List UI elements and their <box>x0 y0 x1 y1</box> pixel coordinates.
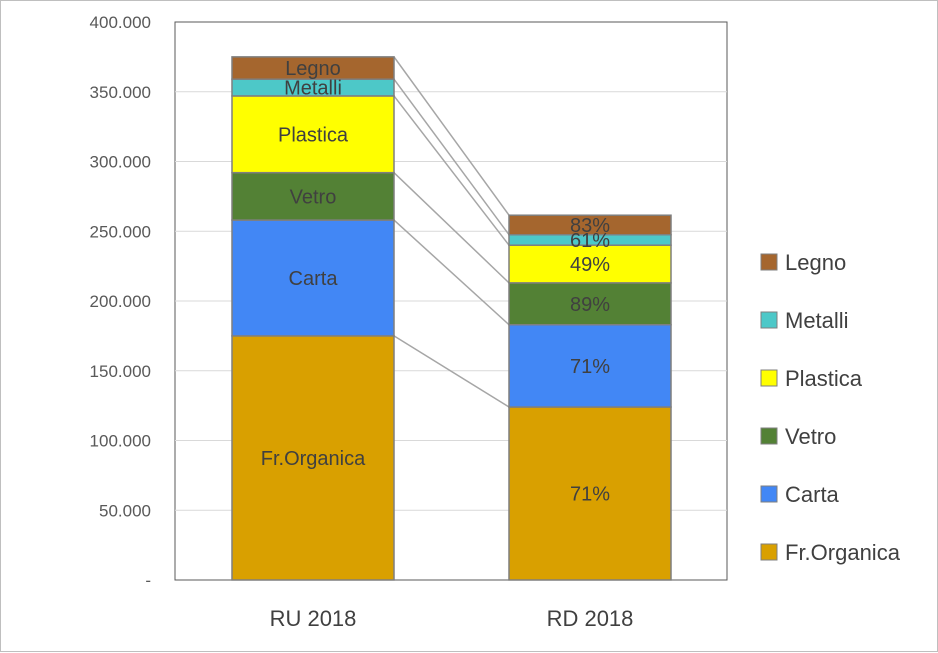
legend-label-fr-organica: Fr.Organica <box>785 540 901 565</box>
legend-label-legno: Legno <box>785 250 846 275</box>
data-label-legno-2: 83% <box>570 215 610 237</box>
y-axis-tick-labels: - 50.000 100.000 150.000 200.000 250.000 300.0… <box>90 13 151 590</box>
data-label-fr-organica-1: Fr.Organica <box>261 448 366 470</box>
bar-vetro-2 <box>508 282 672 326</box>
data-label-metalli-2: 61% <box>570 230 610 252</box>
x-axis-category-labels: RU 2018 RD 2018 <box>270 606 634 631</box>
bar-plastica-2 <box>508 244 672 284</box>
data-label-vetro-1: Vetro <box>290 186 337 208</box>
bar-legno-2 <box>508 214 672 236</box>
bar-carta-2 <box>508 323 672 408</box>
y-tick-label: 400.000 <box>90 13 151 32</box>
data-label-legno-1: Legno <box>285 58 341 80</box>
bar-carta-1 <box>231 219 395 337</box>
legend-label-plastica: Plastica <box>785 366 863 391</box>
legend-swatch-fr-organica <box>760 543 778 561</box>
data-label-carta-2: 71% <box>570 356 610 378</box>
bar-segments <box>231 56 672 581</box>
bar-fr-organica-1 <box>231 335 395 581</box>
y-tick-label: 50.000 <box>99 501 151 520</box>
x-category-label: RD 2018 <box>547 606 634 631</box>
data-label-plastica-1: Plastica <box>278 124 349 146</box>
legend-label-metalli: Metalli <box>785 308 849 333</box>
legend-label-carta: Carta <box>785 482 840 507</box>
data-label-fr-organica-2: 71% <box>570 484 610 506</box>
series-connector-lines <box>393 56 510 408</box>
legend-label-vetro: Vetro <box>785 424 836 449</box>
data-label-plastica-2: 49% <box>570 254 610 276</box>
series-line-plastica <box>393 95 510 246</box>
legend-swatch-metalli <box>760 311 778 329</box>
bar-vetro-1 <box>231 171 395 221</box>
legend-swatch-plastica <box>760 369 778 387</box>
y-tick-label: 200.000 <box>90 292 151 311</box>
bar-fr-organica-2 <box>508 406 672 581</box>
series-line-fr-organica <box>393 335 510 408</box>
y-tick-label: 100.000 <box>90 432 151 451</box>
x-category-label: RU 2018 <box>270 606 357 631</box>
bar-plastica-1 <box>231 95 395 174</box>
data-label-vetro-2: 89% <box>570 294 610 316</box>
data-label-metalli-1: Metalli <box>284 78 342 100</box>
legend-swatch-vetro <box>760 427 778 445</box>
y-tick-label: - <box>145 571 151 590</box>
series-line-carta <box>393 219 510 326</box>
series-line-metalli <box>393 78 510 236</box>
series-line-vetro <box>393 172 510 284</box>
y-tick-label: 350.000 <box>90 83 151 102</box>
y-tick-label: 250.000 <box>90 222 151 241</box>
segment-data-labels: Fr.Organica 71% Carta 71% Vetro 89% Plastica 49… <box>261 58 610 505</box>
bar-legno-1 <box>231 56 395 80</box>
series-line-legno <box>393 56 510 216</box>
legend-swatch-legno <box>760 253 778 271</box>
legend-swatch-carta <box>760 485 778 503</box>
data-label-carta-1: Carta <box>289 268 339 290</box>
y-tick-label: 150.000 <box>90 362 151 381</box>
legend: Legno Metalli Plastica Vetro Carta Fr.Organic… <box>760 250 901 565</box>
y-tick-label: 300.000 <box>90 153 151 172</box>
